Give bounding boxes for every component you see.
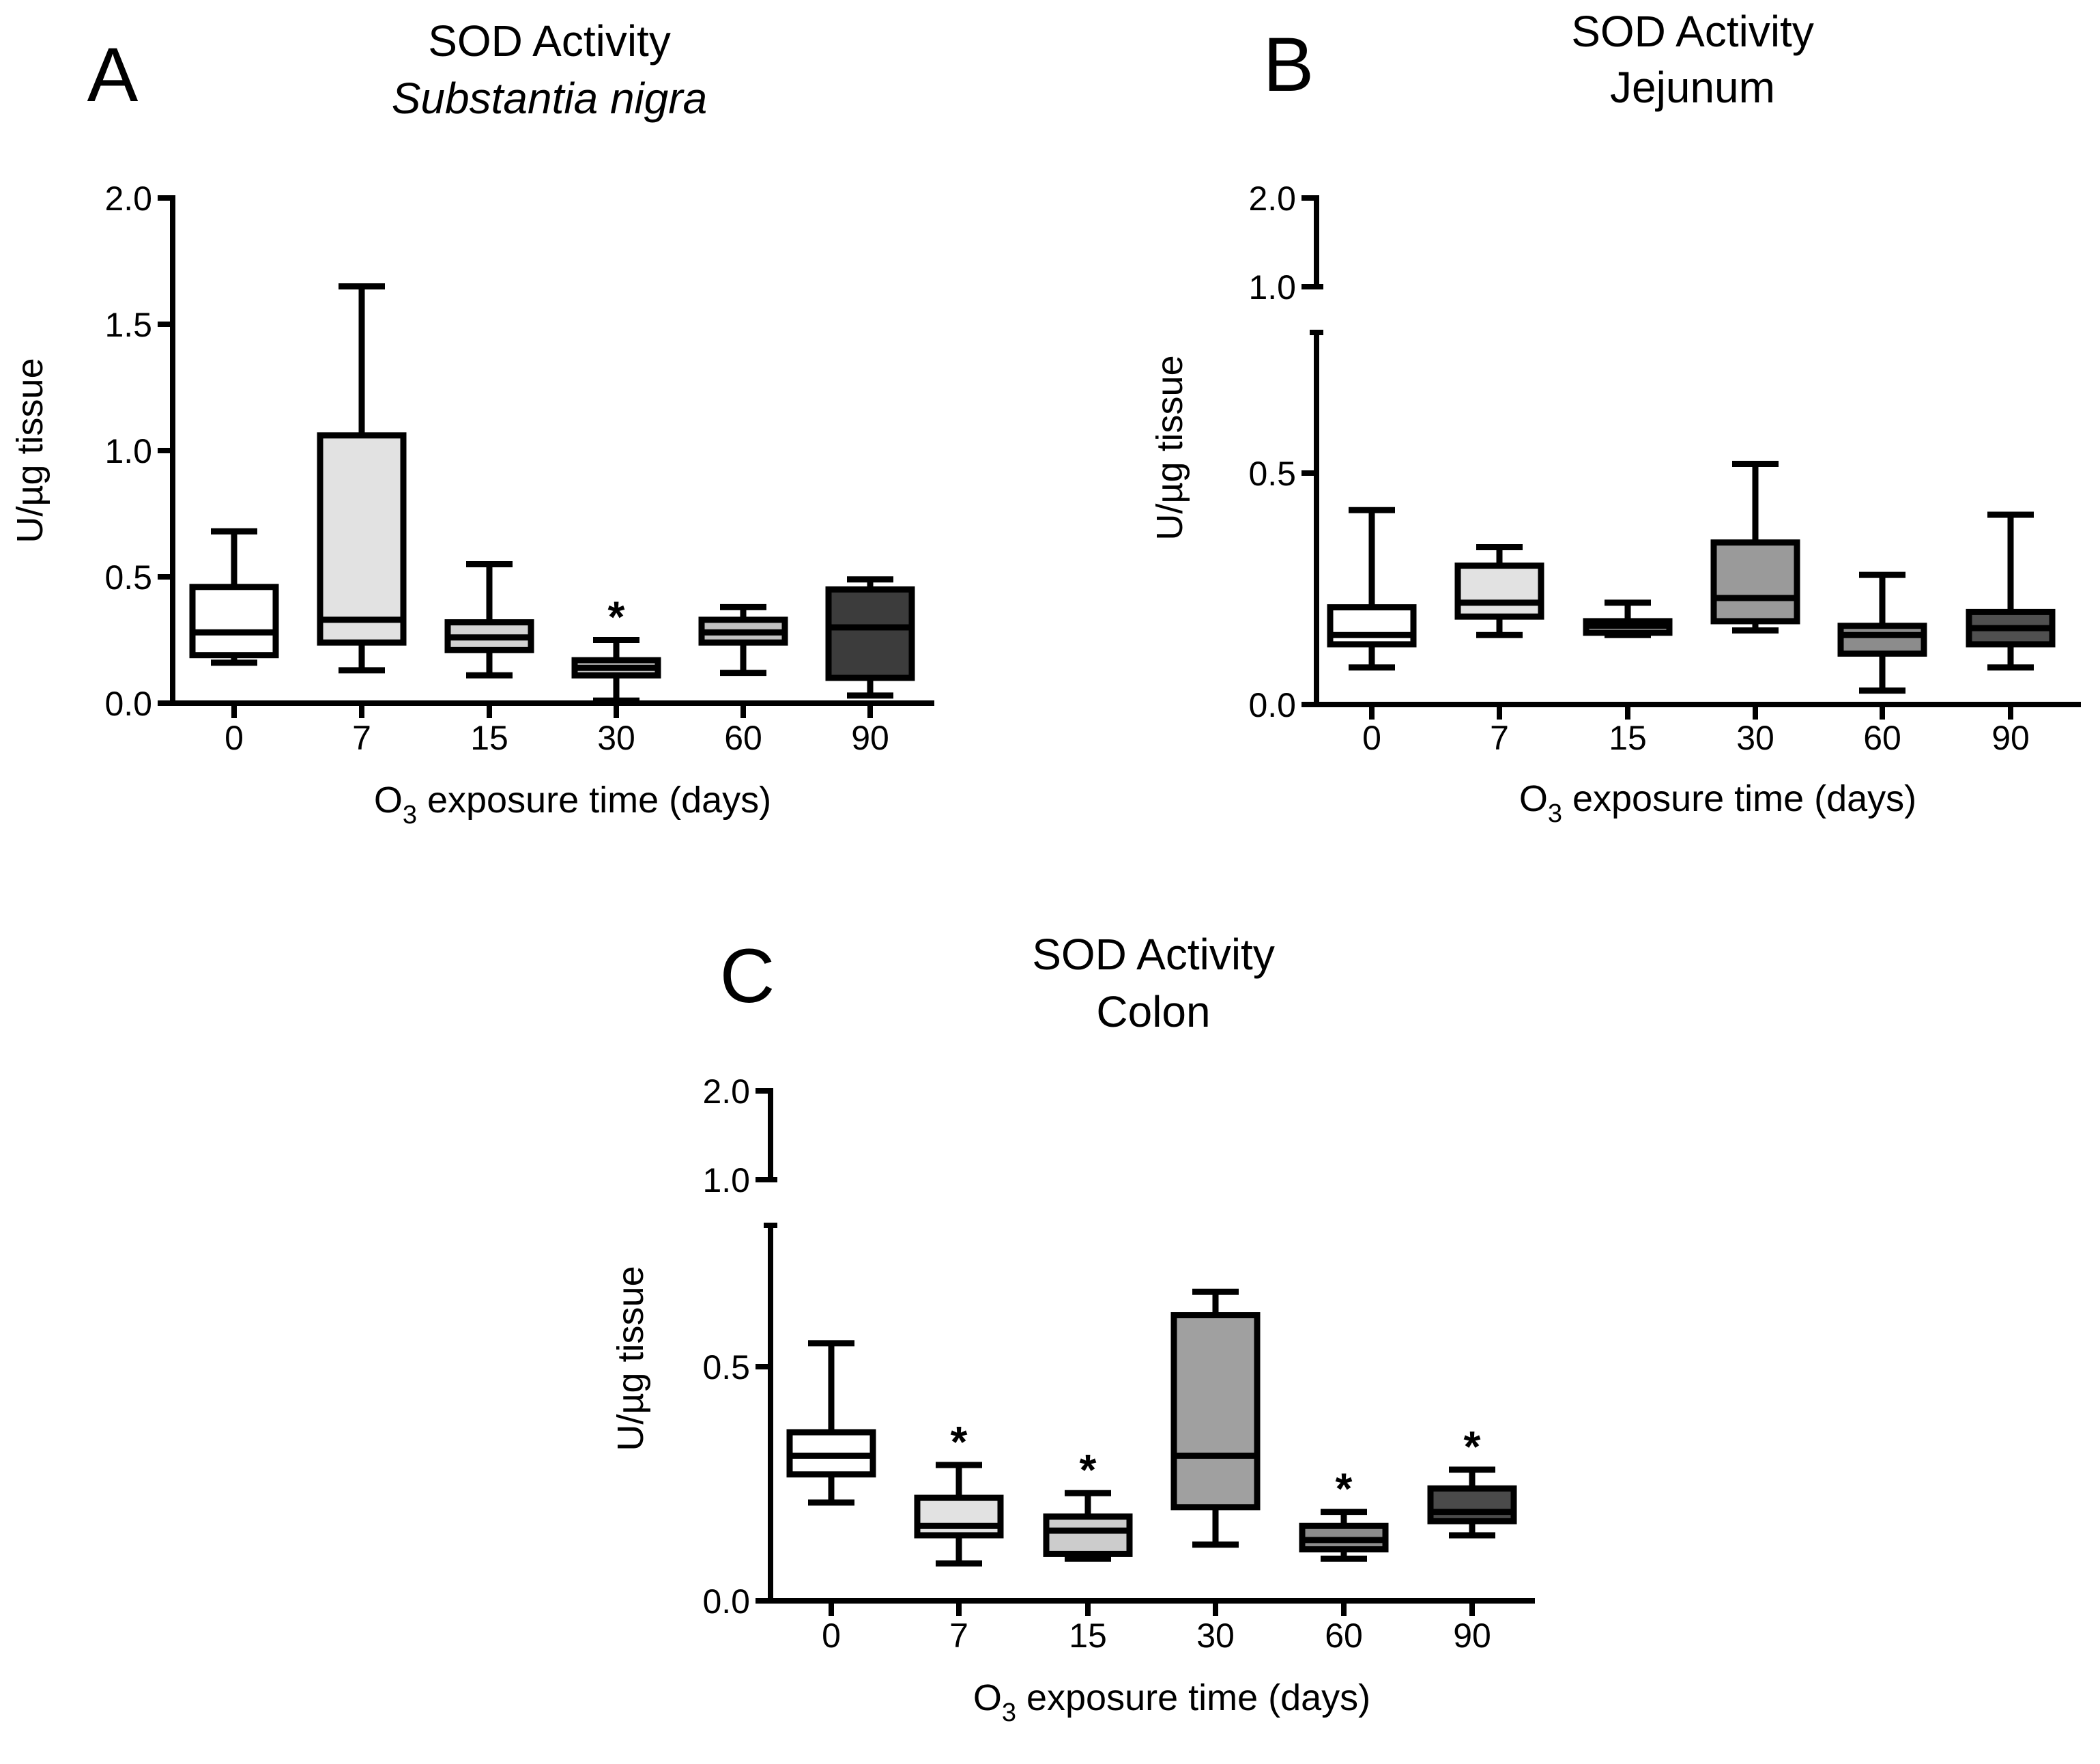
x-axis-label-subscript: 3 [1002,1698,1016,1727]
box-plot-7 [1454,543,1544,638]
chart-title: SOD Activity [1571,7,1814,56]
chart-subtitle: Colon [1096,987,1210,1036]
box-plot-15 [1583,599,1673,638]
box-plot-0 [786,1340,876,1506]
x-axis-label-prefix: O [973,1677,1002,1718]
box-plot-60 [1837,571,1927,694]
x-axis-label: O3 exposure time (days) [973,1677,1370,1727]
significance-star: * [1464,1422,1481,1471]
x-axis-label-subscript: 3 [403,801,417,829]
x-tick-label: 90 [1453,1617,1491,1655]
x-tick-label: 60 [1325,1617,1363,1655]
y-tick-label: 2.0 [104,180,152,218]
x-tick-label: 30 [1736,719,1774,757]
y-tick-label: 2.0 [702,1072,750,1111]
box-plot-90 [825,576,915,699]
box-plot-15: * [1043,1445,1133,1562]
panel-a: A SOD Activity Substantia nigra 0.0 0.5 1.0 1.… [10,16,934,829]
box-iqr [825,586,915,681]
y-tick-label: 1.5 [104,306,152,344]
y-tick-label: 1.0 [1248,268,1296,307]
x-axis-label-suffix: exposure time (days) [1562,778,1916,819]
x-tick-label: 0 [1362,719,1381,757]
x-tick-label: 90 [851,719,889,757]
x-axis-label-suffix: exposure time (days) [417,780,771,821]
x-tick-label: 7 [949,1617,968,1655]
chart-subtitle: Jejunum [1610,63,1775,112]
x-tick-label: 0 [822,1617,841,1655]
box-plot-90 [1966,511,2056,671]
y-axis-label: U/µg tissue [10,358,51,543]
x-axis-label-prefix: O [374,780,403,821]
box-plot-7 [317,283,407,674]
y-tick-label: 0.0 [104,685,152,723]
x-tick-label: 15 [1069,1617,1107,1655]
x-axis-label-prefix: O [1519,778,1548,819]
box-iqr [914,1494,1004,1539]
box-plot-0 [1327,507,1417,671]
box-plot-0 [189,528,279,666]
box-iqr [317,432,407,646]
box-plot-7: * [914,1417,1004,1567]
x-axis-label-subscript: 3 [1548,799,1562,828]
x-tick-label: 7 [1490,719,1509,757]
panel-letter: B [1263,22,1314,107]
box-iqr [1837,623,1927,657]
panel-c: C SOD Activity Colon 2.0 1.0 0.0 0.5 0 7 15 30 60 90… [610,930,1535,1727]
y-axis-label: U/µg tissue [610,1266,651,1451]
x-tick-label: 60 [724,719,762,757]
significance-star: * [1080,1445,1097,1494]
x-tick-label: 15 [470,719,508,757]
box-plot-30 [1170,1288,1261,1548]
y-tick-label: 2.0 [1248,180,1296,218]
x-axis-label-suffix: exposure time (days) [1016,1677,1370,1718]
y-tick-label: 0.0 [1248,686,1296,724]
y-tick-label: 1.0 [104,432,152,470]
box-iqr [1710,539,1800,625]
y-axis-label: U/µg tissue [1149,355,1190,540]
box-iqr [1043,1513,1133,1557]
x-tick-label: 30 [597,719,635,757]
significance-star: * [951,1417,968,1466]
box-plot-15 [444,561,534,679]
chart-subtitle: Substantia nigra [392,74,708,123]
x-axis-label: O3 exposure time (days) [374,780,771,829]
box-iqr [189,584,279,659]
panel-letter: C [720,933,775,1019]
x-tick-label: 7 [352,719,371,757]
x-tick-label: 60 [1863,719,1901,757]
box-iqr [1170,1312,1261,1511]
y-tick-label: 1.0 [702,1161,750,1199]
box-iqr [1327,604,1417,648]
x-tick-label: 90 [1991,719,2030,757]
x-axis-label: O3 exposure time (days) [1519,778,1916,828]
box-plot-60: * [1299,1464,1389,1562]
box-plot-30: * [571,593,661,704]
box-iqr [1427,1485,1517,1524]
box-plot-90: * [1427,1422,1517,1539]
x-tick-label: 15 [1609,719,1647,757]
y-tick-label: 0.5 [104,558,152,597]
significance-star: * [1336,1464,1353,1513]
y-tick-label: 0.0 [702,1582,750,1621]
y-tick-label: 0.5 [702,1348,750,1386]
panel-letter: A [87,32,139,117]
x-tick-label: 30 [1196,1617,1235,1655]
significance-star: * [608,593,625,642]
box-plot-60 [698,603,788,677]
box-plot-30 [1710,460,1800,634]
box-iqr [1454,563,1544,620]
chart-title: SOD Activity [428,16,671,66]
panel-b: B SOD Activity Jejunum 2.0 1.0 0.0 0.5 0 7 15 30 60… [1149,7,2081,828]
x-tick-label: 0 [225,719,244,757]
chart-title: SOD Activity [1032,930,1275,979]
y-tick-label: 0.5 [1248,455,1296,493]
